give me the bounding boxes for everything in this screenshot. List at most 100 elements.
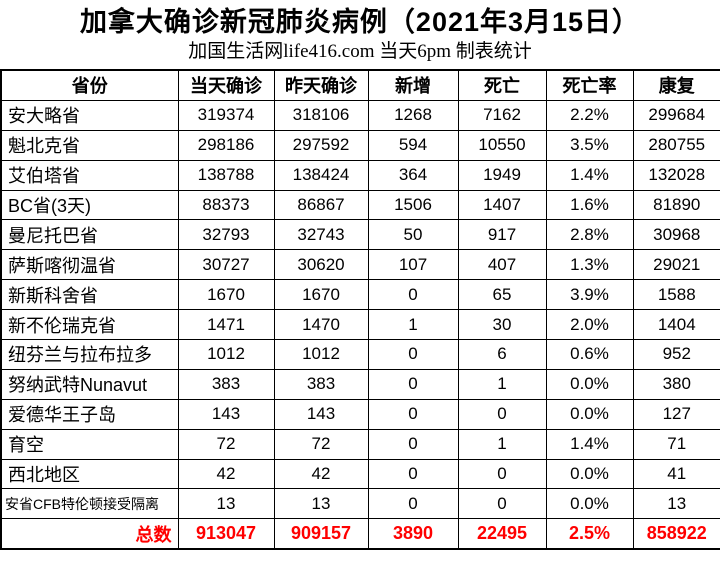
value-cell: 1670 [273,279,369,311]
value-cell: 1949 [457,159,547,191]
column-header-yesterday-confirmed: 昨天确诊 [273,69,369,101]
header-row: 省份 当天确诊 昨天确诊 新增 死亡 死亡率 康复 [0,69,720,101]
value-cell: 1.6% [545,189,634,221]
value-cell: 318106 [273,99,369,131]
value-cell: 143 [273,398,369,430]
province-name-cell: 努纳武特Nunavut [0,368,179,400]
province-name-cell: 新斯科舍省 [0,279,179,311]
table-row: BC省(3天) 88373 86867 1506 1407 1.6% 81890 [0,189,720,221]
province-name-cell: BC省(3天) [0,189,179,221]
value-cell: 1.4% [545,159,634,191]
total-label-cell: 总数 [0,518,179,550]
value-cell: 1407 [457,189,547,221]
value-cell: 0.0% [545,488,634,520]
column-header-today-confirmed: 当天确诊 [177,69,275,101]
value-cell: 86867 [273,189,369,221]
table-row: 安省CFB特伦顿接受隔离 13 13 0 0 0.0% 13 [0,488,720,520]
value-cell: 0.0% [545,368,634,400]
value-cell: 0 [367,339,459,370]
table-row: 育空 72 72 0 1 1.4% 71 [0,428,720,460]
column-header-new-cases: 新增 [367,69,459,101]
value-cell: 29021 [632,249,720,281]
province-name-cell: 萨斯喀彻温省 [0,249,179,281]
value-cell: 65 [457,279,547,311]
value-cell: 10550 [457,129,547,161]
value-cell: 30620 [273,249,369,281]
table-row: 曼尼托巴省 32793 32743 50 917 2.8% 30968 [0,219,720,251]
column-header-recovered: 康复 [632,69,720,101]
value-cell: 383 [177,368,275,400]
value-cell: 138788 [177,159,275,191]
value-cell: 3.5% [545,129,634,161]
value-cell: 407 [457,249,547,281]
value-cell: 594 [367,129,459,161]
value-cell: 6 [457,339,547,370]
covid-stats-table: 省份 当天确诊 昨天确诊 新增 死亡 死亡率 康复 安大略省 319374 31… [0,69,720,551]
value-cell: 0 [367,368,459,400]
province-name-cell: 新不伦瑞克省 [0,309,179,341]
value-cell: 298186 [177,129,275,161]
value-cell: 32743 [273,219,369,251]
value-cell: 0 [367,279,459,311]
value-cell: 0.0% [545,398,634,430]
value-cell: 1 [457,428,547,460]
value-cell: 71 [632,428,720,460]
province-name-cell: 安大略省 [0,99,179,131]
value-cell: 132028 [632,159,720,191]
value-cell: 13 [273,488,369,520]
value-cell: 299684 [632,99,720,131]
value-cell: 1670 [177,279,275,311]
value-cell: 1 [457,368,547,400]
value-cell: 81890 [632,189,720,221]
value-cell: 1012 [177,339,275,370]
total-value-cell: 3890 [367,518,459,550]
value-cell: 364 [367,159,459,191]
table-row: 努纳武特Nunavut 383 383 0 1 0.0% 380 [0,368,720,400]
value-cell: 0 [457,458,547,490]
value-cell: 0 [367,398,459,430]
value-cell: 72 [273,428,369,460]
value-cell: 0.6% [545,339,634,370]
value-cell: 380 [632,368,720,400]
value-cell: 2.0% [545,309,634,341]
value-cell: 1012 [273,339,369,370]
table-row: 萨斯喀彻温省 30727 30620 107 407 1.3% 29021 [0,249,720,281]
value-cell: 1268 [367,99,459,131]
province-name-cell: 爱德华王子岛 [0,398,179,430]
table-row: 魁北克省 298186 297592 594 10550 3.5% 280755 [0,129,720,161]
value-cell: 41 [632,458,720,490]
value-cell: 917 [457,219,547,251]
value-cell: 30968 [632,219,720,251]
province-name-cell: 魁北克省 [0,129,179,161]
value-cell: 72 [177,428,275,460]
value-cell: 383 [273,368,369,400]
value-cell: 1.4% [545,428,634,460]
value-cell: 1471 [177,309,275,341]
table-row: 艾伯塔省 138788 138424 364 1949 1.4% 132028 [0,159,720,191]
table-row: 安大略省 319374 318106 1268 7162 2.2% 299684 [0,99,720,131]
value-cell: 50 [367,219,459,251]
value-cell: 0 [367,458,459,490]
value-cell: 952 [632,339,720,370]
total-row: 总数 913047 909157 3890 22495 2.5% 858922 [0,518,720,550]
value-cell: 0 [367,428,459,460]
value-cell: 1404 [632,309,720,341]
total-value-cell: 858922 [632,518,720,550]
value-cell: 42 [273,458,369,490]
province-name-cell: 安省CFB特伦顿接受隔离 [0,488,179,520]
table-row: 爱德华王子岛 143 143 0 0 0.0% 127 [0,398,720,430]
value-cell: 2.8% [545,219,634,251]
value-cell: 32793 [177,219,275,251]
value-cell: 138424 [273,159,369,191]
column-header-death-rate: 死亡率 [545,69,634,101]
page-subtitle: 加国生活网life416.com 当天6pm 制表统计 [188,41,532,62]
value-cell: 13 [177,488,275,520]
value-cell: 13 [632,488,720,520]
province-name-cell: 育空 [0,428,179,460]
province-name-cell: 曼尼托巴省 [0,219,179,251]
province-name-cell: 纽芬兰与拉布拉多 [0,339,179,370]
total-value-cell: 2.5% [545,518,634,550]
total-value-cell: 913047 [177,518,275,550]
page-title: 加拿大确诊新冠肺炎病例（2021年3月15日） [79,7,641,37]
value-cell: 0 [457,398,547,430]
